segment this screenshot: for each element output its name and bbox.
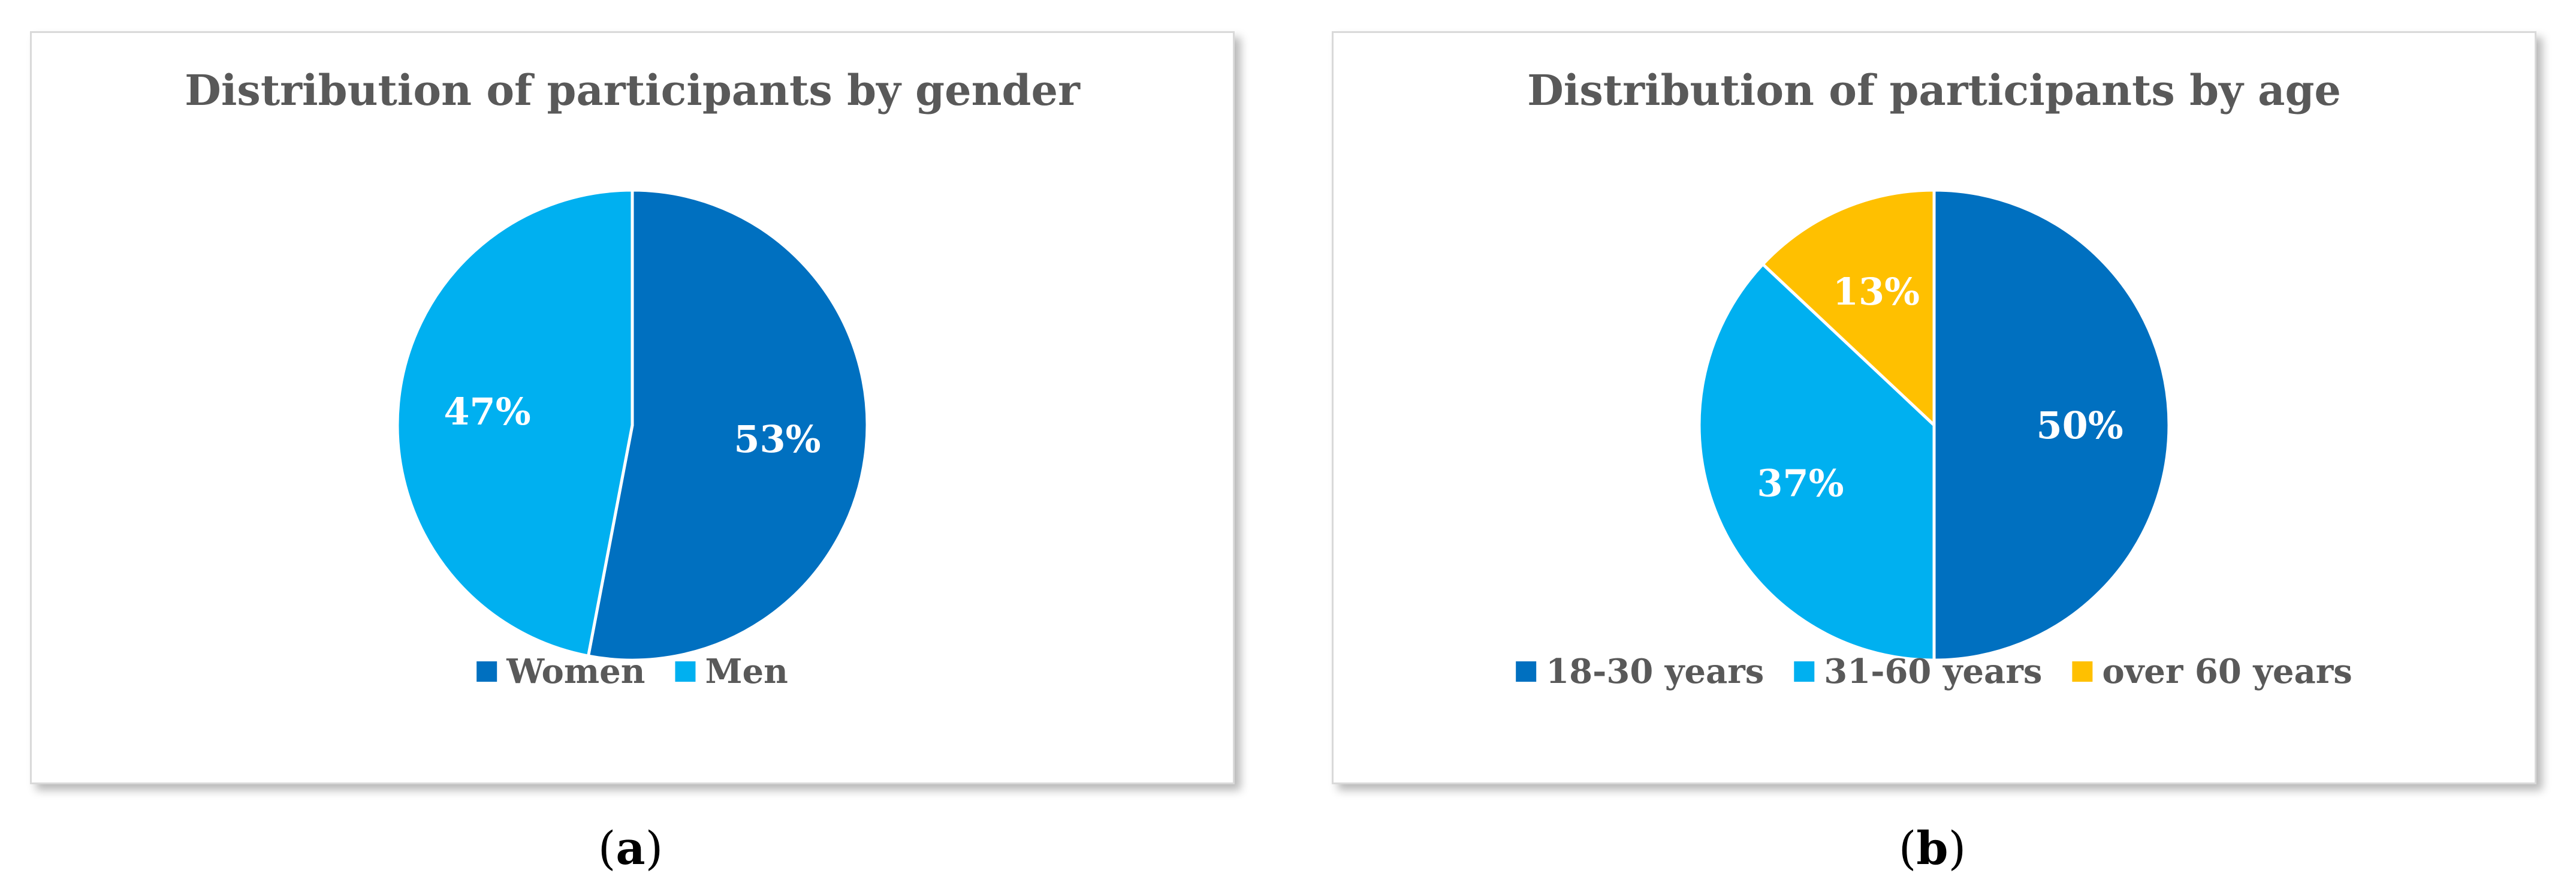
pie-slice-over-60-years	[1760, 188, 1936, 429]
pie-slices	[1697, 188, 2171, 662]
legend-item-18-30-years: 18-30 years	[1516, 652, 1764, 691]
pie-chart-age: Distribution of participants by age 50% 3…	[1516, 65, 2352, 691]
legend-swatch	[2072, 661, 2093, 682]
legend-label: Men	[705, 652, 788, 691]
legend-label: 31-60 years	[1824, 652, 2042, 691]
legend-swatch	[1516, 661, 1537, 682]
pie-slice-men	[396, 188, 634, 658]
legend: 18-30 years 31-60 years over 60 years	[1516, 652, 2352, 691]
legend-swatch	[476, 661, 497, 682]
legend-item-men: Men	[675, 652, 788, 691]
chart-title: Distribution of participants by gender	[185, 65, 1081, 115]
data-label-men: 47%	[444, 390, 530, 434]
pie-slice-women	[586, 188, 869, 662]
data-label-over-60-years: 13%	[1833, 270, 1920, 314]
legend-item-over-60-years: over 60 years	[2072, 652, 2352, 691]
chart-panel-gender: Distribution of participants by gender 5…	[30, 31, 1235, 784]
data-label-31-60-years: 37%	[1757, 462, 1844, 505]
chart-panel-age: Distribution of participants by age 50% 3…	[1332, 31, 2536, 784]
legend-item-31-60-years: 31-60 years	[1794, 652, 2042, 691]
pie-slice-labels: 53% 47%	[444, 390, 821, 461]
pie-slices	[396, 188, 869, 662]
pie-chart-gender: Distribution of participants by gender 5…	[185, 65, 1081, 691]
pie-slice-18-30-years	[1932, 188, 2171, 662]
legend-swatch	[675, 661, 696, 682]
legend-label: Women	[506, 652, 645, 691]
chart-title: Distribution of participants by age	[1527, 65, 2341, 115]
data-label-women: 53%	[734, 417, 821, 461]
pie-slice-31-60-years	[1697, 262, 1936, 662]
legend-item-women: Women	[476, 652, 645, 691]
legend-label: 18-30 years	[1546, 652, 1764, 691]
legend: Women Men	[476, 652, 788, 691]
subfigure-label-b: (b)	[1898, 821, 1966, 875]
data-label-18-30-years: 50%	[2036, 404, 2123, 447]
subfigure-label-a: (a)	[598, 821, 663, 875]
legend-label: over 60 years	[2102, 652, 2352, 691]
legend-swatch	[1794, 661, 1815, 682]
pie-slice-labels: 50% 37% 13%	[1757, 270, 2123, 505]
